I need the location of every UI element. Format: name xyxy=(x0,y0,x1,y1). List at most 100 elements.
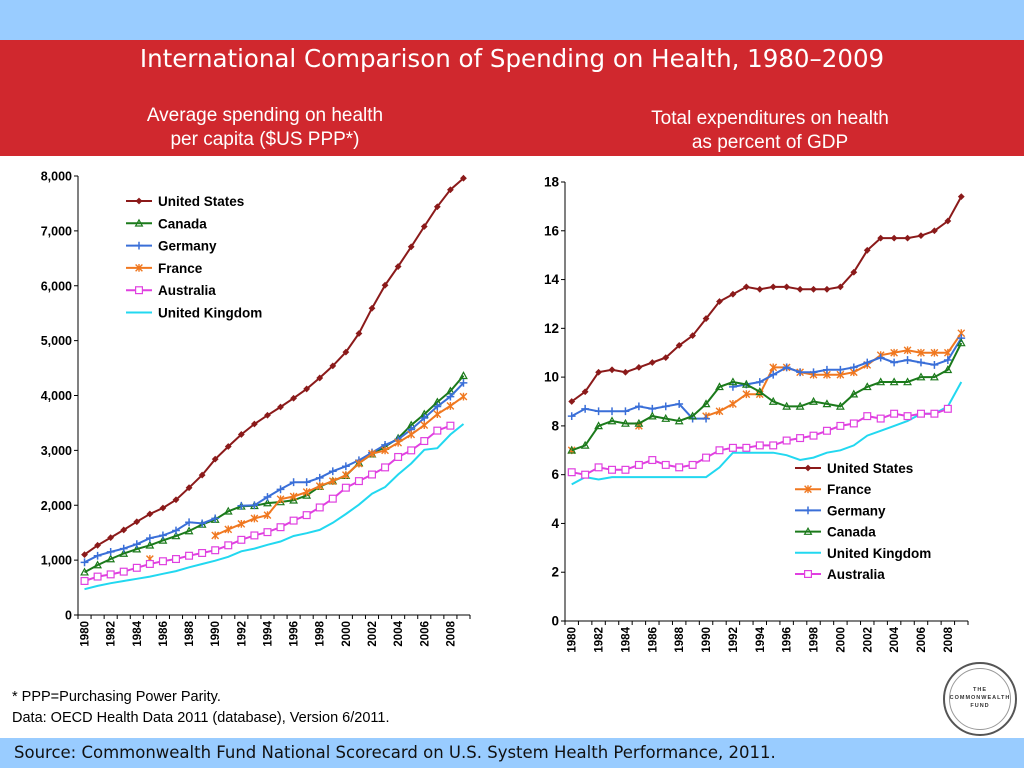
data-point-australia xyxy=(145,559,154,568)
legend-label-australia: Australia xyxy=(158,283,216,298)
data-point-united-states xyxy=(729,290,737,298)
data-point-australia xyxy=(263,528,272,537)
data-point-united-states xyxy=(329,362,337,370)
data-point-canada xyxy=(674,416,684,425)
slide-title: International Comparison of Spending on … xyxy=(139,44,885,73)
x-tick-label: 1984 xyxy=(132,620,144,646)
data-point-australia xyxy=(675,463,684,472)
data-note: Data: OECD Health Data 2011 (database), … xyxy=(12,710,390,726)
data-point-canada xyxy=(634,418,644,427)
x-tick-label: 2000 xyxy=(341,621,353,647)
data-point-canada xyxy=(132,544,142,553)
data-point-australia xyxy=(822,426,831,435)
y-tick-label: 4,000 xyxy=(41,389,72,403)
logo-text: THE COMMONWEALTH FUND xyxy=(945,686,1015,710)
data-point-germany xyxy=(769,370,778,379)
data-point-canada xyxy=(956,338,966,347)
data-point-france xyxy=(211,531,220,540)
y-tick-label: 12 xyxy=(544,321,559,336)
data-point-france xyxy=(459,392,468,401)
y-tick-label: 6,000 xyxy=(41,279,72,293)
data-point-australia xyxy=(132,563,141,572)
data-point-australia xyxy=(661,460,670,469)
x-tick-label: 1998 xyxy=(315,620,327,646)
title-band xyxy=(0,40,1024,156)
data-point-germany xyxy=(836,365,845,374)
data-point-united-states xyxy=(850,268,858,276)
data-point-united-states xyxy=(159,504,167,512)
data-point-france xyxy=(742,390,751,399)
data-point-united-states xyxy=(185,484,193,492)
data-point-germany xyxy=(459,378,468,387)
data-point-united-states xyxy=(107,534,115,542)
legend-marker-australia xyxy=(804,570,813,579)
data-point-united-states xyxy=(595,368,602,376)
data-point-australia xyxy=(381,463,390,472)
data-point-france xyxy=(769,363,778,372)
data-point-germany xyxy=(782,363,791,372)
x-tick-label: 1992 xyxy=(728,627,740,653)
legend-marker-australia xyxy=(135,286,144,295)
x-tick-label: 1992 xyxy=(236,621,248,647)
data-point-united-states xyxy=(836,283,844,291)
data-point-united-states xyxy=(251,420,258,428)
data-point-canada xyxy=(80,567,89,576)
data-point-australia xyxy=(742,443,751,452)
series-canada xyxy=(567,338,966,454)
x-tick-label: 1986 xyxy=(158,621,170,647)
data-point-germany xyxy=(823,365,831,374)
data-point-france xyxy=(715,407,724,416)
data-point-canada xyxy=(822,399,832,408)
data-point-germany xyxy=(237,501,246,510)
x-tick-label: 1988 xyxy=(674,626,686,652)
data-point-australia xyxy=(106,570,115,579)
y-tick-label: 16 xyxy=(544,223,560,238)
legend-marker-france xyxy=(804,485,812,494)
data-point-australia xyxy=(341,483,350,492)
data-point-australia xyxy=(158,557,167,566)
x-tick-label: 1990 xyxy=(701,627,713,653)
data-point-germany xyxy=(250,501,259,510)
data-point-france xyxy=(224,525,233,534)
data-point-united-states xyxy=(460,174,467,182)
data-point-germany xyxy=(755,378,764,386)
legend-label-united-kingdom: United Kingdom xyxy=(827,546,931,561)
legend-label-canada: Canada xyxy=(158,216,207,231)
data-point-united-states xyxy=(277,403,284,411)
data-point-australia xyxy=(394,452,403,461)
data-point-canada xyxy=(809,396,818,405)
data-point-united-states xyxy=(264,411,271,419)
data-point-united-states xyxy=(342,348,350,356)
data-point-australia xyxy=(621,465,630,474)
x-tick-label: 1990 xyxy=(210,621,222,647)
data-point-united-states xyxy=(675,342,683,349)
data-point-united-states xyxy=(702,315,710,322)
data-point-germany xyxy=(185,518,193,527)
logo-line-2: COMMONWEALTH xyxy=(949,695,1011,701)
series-united-states xyxy=(568,193,965,405)
data-point-united-states xyxy=(146,510,154,518)
data-point-united-states xyxy=(783,283,791,291)
x-tick-label: 1994 xyxy=(755,626,767,652)
x-tick-label: 2000 xyxy=(835,627,847,653)
y-tick-label: 8 xyxy=(551,418,559,433)
data-point-france xyxy=(250,514,259,523)
data-point-canada xyxy=(459,371,468,380)
data-point-germany xyxy=(581,404,590,413)
data-point-australia xyxy=(185,551,194,560)
data-point-united-states xyxy=(877,234,885,242)
data-point-france xyxy=(341,471,350,479)
legend-marker-canada xyxy=(134,218,144,227)
data-point-united-states xyxy=(447,186,454,194)
data-point-united-states xyxy=(716,298,723,305)
series-line-united-states xyxy=(571,196,963,403)
data-point-germany xyxy=(943,356,952,364)
data-point-united-states xyxy=(172,496,180,504)
x-tick-label: 1984 xyxy=(620,626,632,652)
data-point-united-states xyxy=(133,518,141,526)
data-point-canada xyxy=(795,401,805,410)
data-point-united-states xyxy=(316,374,324,382)
data-point-united-states xyxy=(904,234,911,242)
data-point-australia xyxy=(903,412,912,421)
legend-label-australia: Australia xyxy=(827,567,885,582)
